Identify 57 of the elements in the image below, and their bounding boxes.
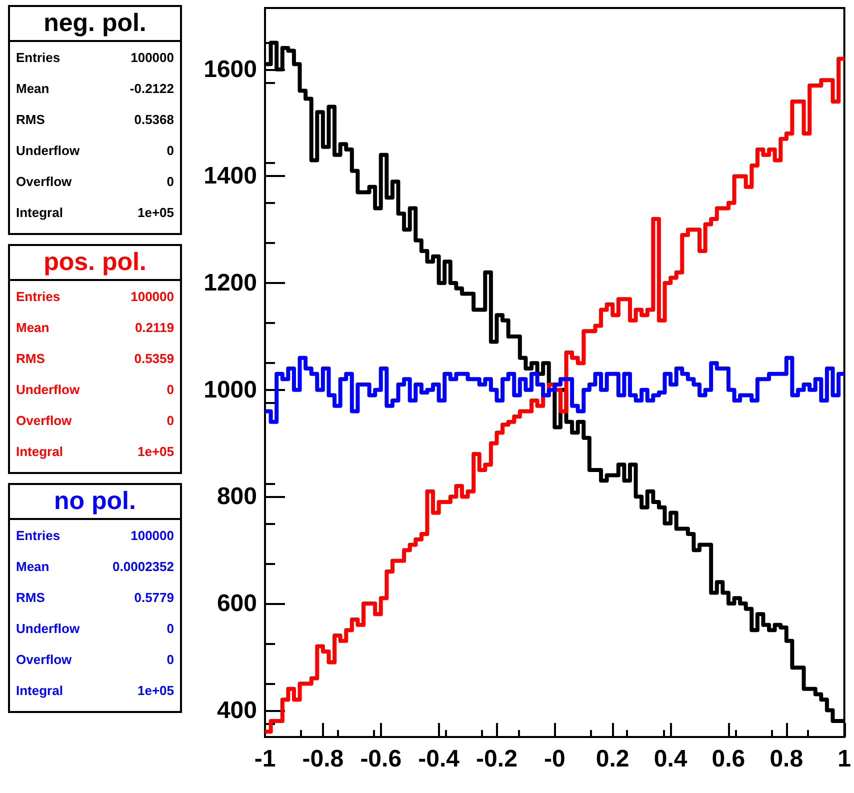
- text: Entries: [16, 527, 60, 545]
- x-tick-label: -1: [254, 746, 276, 772]
- text: 1e+05: [137, 443, 174, 461]
- y-tick-label: 1000: [204, 376, 257, 404]
- text: 100000: [130, 527, 174, 545]
- text: Overflow: [16, 412, 72, 430]
- x-tick-label: -0: [544, 746, 566, 772]
- x-tick-label: 0.6: [712, 746, 746, 772]
- text: 0.0002352: [112, 558, 174, 576]
- text: 100000: [130, 49, 174, 67]
- text: 0: [166, 381, 174, 399]
- text: pos. pol.: [10, 246, 180, 281]
- text: 0.5368: [134, 111, 174, 129]
- text: 0.5779: [134, 589, 174, 607]
- x-tick-label: 0.2: [596, 746, 630, 772]
- text: 0: [166, 651, 174, 669]
- x-tick-label: -0.4: [418, 746, 460, 772]
- x-tick-label: 1: [838, 746, 852, 772]
- text: Underflow: [16, 620, 80, 638]
- text: 1e+05: [137, 204, 174, 222]
- text: Mean: [16, 558, 50, 576]
- x-tick-label: -0.8: [302, 746, 344, 772]
- text: Entries: [16, 49, 60, 67]
- text: Mean: [16, 319, 50, 337]
- text: Overflow: [16, 651, 72, 669]
- text: 1e+05: [137, 682, 174, 700]
- text: Mean: [16, 80, 50, 98]
- text: 0: [166, 620, 174, 638]
- text: 100000: [130, 288, 174, 306]
- y-tick-label: 800: [216, 483, 257, 510]
- y-tick-label: 400: [216, 696, 257, 724]
- text: Integral: [16, 682, 63, 700]
- text: RMS: [16, 589, 45, 607]
- text: 0: [166, 173, 174, 191]
- text: RMS: [16, 111, 45, 129]
- y-tick-label: 1400: [204, 162, 257, 190]
- text: 0: [166, 412, 174, 430]
- text: 0: [166, 142, 174, 160]
- text: Underflow: [16, 381, 80, 399]
- text: 0.2119: [134, 319, 174, 337]
- x-tick-label: -0.2: [476, 746, 518, 772]
- text: Integral: [16, 443, 63, 461]
- y-tick-label: 1200: [204, 270, 257, 297]
- text: no pol.: [10, 485, 180, 520]
- x-tick-label: -0.6: [360, 746, 402, 772]
- text: neg. pol.: [10, 7, 180, 42]
- text: 0.5359: [134, 350, 174, 368]
- y-tick-label: 1600: [204, 56, 257, 83]
- x-tick-label: 0.8: [770, 746, 804, 772]
- x-tick-label: 0.4: [654, 746, 688, 772]
- y-tick-label: 600: [216, 590, 257, 617]
- text: RMS: [16, 350, 45, 368]
- text: Entries: [16, 288, 60, 306]
- text: -0.2122: [130, 80, 174, 98]
- text: Underflow: [16, 142, 80, 160]
- text: Overflow: [16, 173, 72, 191]
- text: Integral: [16, 204, 63, 222]
